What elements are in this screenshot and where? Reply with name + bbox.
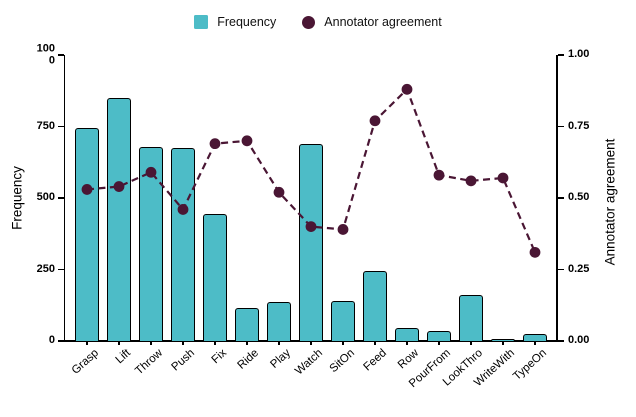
left-tick-label: 500	[36, 191, 55, 204]
bar-Grasp	[75, 127, 99, 341]
bar-WriteWith	[491, 339, 515, 341]
right-tick	[557, 197, 564, 199]
agreement-dot-LookThro	[465, 175, 477, 187]
right-tick-label: 1.00	[568, 48, 590, 61]
bar-TypeOn	[523, 333, 547, 341]
left-axis-line	[63, 55, 65, 342]
bottom-tick	[310, 341, 312, 345]
bottom-tick	[342, 341, 344, 345]
left-tick	[57, 125, 64, 128]
bottom-tick	[406, 341, 408, 345]
agreement-dot-WriteWith	[497, 172, 509, 184]
bottom-tick	[214, 341, 216, 345]
agreement-circle-icon	[302, 15, 316, 29]
legend-item-frequency: Frequency	[194, 15, 276, 29]
right-tick	[557, 340, 564, 342]
frequency-square-icon	[194, 15, 209, 29]
bar-SitOn	[331, 300, 355, 341]
agreement-dot-Fix	[209, 138, 221, 150]
agreement-dot-Row	[401, 83, 413, 95]
bar-Play	[267, 302, 291, 341]
agreement-dot-Feed	[369, 115, 381, 127]
right-tick-label: 0.50	[568, 191, 590, 204]
agreement-dot-Throw	[145, 166, 157, 178]
legend-item-agreement: Annotator agreement	[302, 15, 442, 29]
right-tick-label: 0.25	[568, 262, 590, 275]
bar-Throw	[139, 146, 163, 341]
legend: Frequency Annotator agreement	[0, 15, 636, 29]
right-axis-title: Annotator agreement	[602, 138, 618, 266]
agreement-dot-Ride	[241, 135, 253, 147]
agreement-dot-Push	[177, 204, 189, 215]
bar-Watch	[299, 143, 323, 341]
bottom-tick	[150, 341, 152, 345]
right-tick	[557, 54, 564, 56]
bar-PourFrom	[427, 331, 451, 341]
agreement-dot-SitOn	[337, 224, 349, 235]
bottom-tick	[374, 341, 376, 345]
bottom-tick	[182, 341, 184, 345]
left-tick	[57, 197, 64, 199]
bar-Feed	[363, 270, 387, 341]
agreement-dot-Grasp	[81, 184, 93, 195]
bottom-tick	[118, 341, 120, 345]
left-tick-label: 750	[36, 119, 55, 132]
right-tick	[557, 268, 564, 271]
agreement-dot-PourFrom	[433, 169, 445, 181]
left-tick	[57, 54, 64, 56]
right-axis-line	[556, 55, 558, 342]
agreement-dot-Play	[273, 186, 285, 198]
right-tick	[557, 125, 564, 128]
legend-label-agreement: Annotator agreement	[324, 15, 442, 29]
bar-Push	[171, 147, 195, 341]
bottom-tick	[502, 341, 504, 345]
agreement-dashed-line	[86, 87, 537, 253]
left-tick-label: 0	[48, 334, 55, 347]
left-tick-label: 1000	[36, 42, 55, 66]
bottom-tick	[278, 341, 280, 345]
agreement-dot-Watch	[305, 221, 317, 233]
bottom-tick	[246, 341, 248, 345]
left-tick	[57, 268, 64, 271]
right-tick-label: 0.00	[568, 334, 590, 347]
bar-Row	[395, 328, 419, 341]
agreement-dot-Lift	[113, 181, 125, 192]
agreement-line-layer	[81, 83, 541, 258]
bar-Fix	[203, 213, 227, 341]
bar-Ride	[235, 308, 259, 341]
plot-area	[65, 55, 557, 341]
bottom-tick	[438, 341, 440, 345]
left-axis-title: Frequency	[9, 166, 25, 230]
bar-Lift	[107, 97, 131, 341]
bar-LookThro	[459, 295, 483, 341]
legend-label-frequency: Frequency	[217, 15, 277, 29]
left-tick	[57, 340, 64, 342]
agreement-dot-TypeOn	[529, 246, 541, 258]
right-tick-label: 0.75	[568, 119, 590, 132]
bottom-tick	[86, 341, 88, 345]
left-tick-label: 250	[36, 262, 55, 275]
bottom-tick	[534, 341, 536, 345]
bottom-tick	[470, 341, 472, 345]
